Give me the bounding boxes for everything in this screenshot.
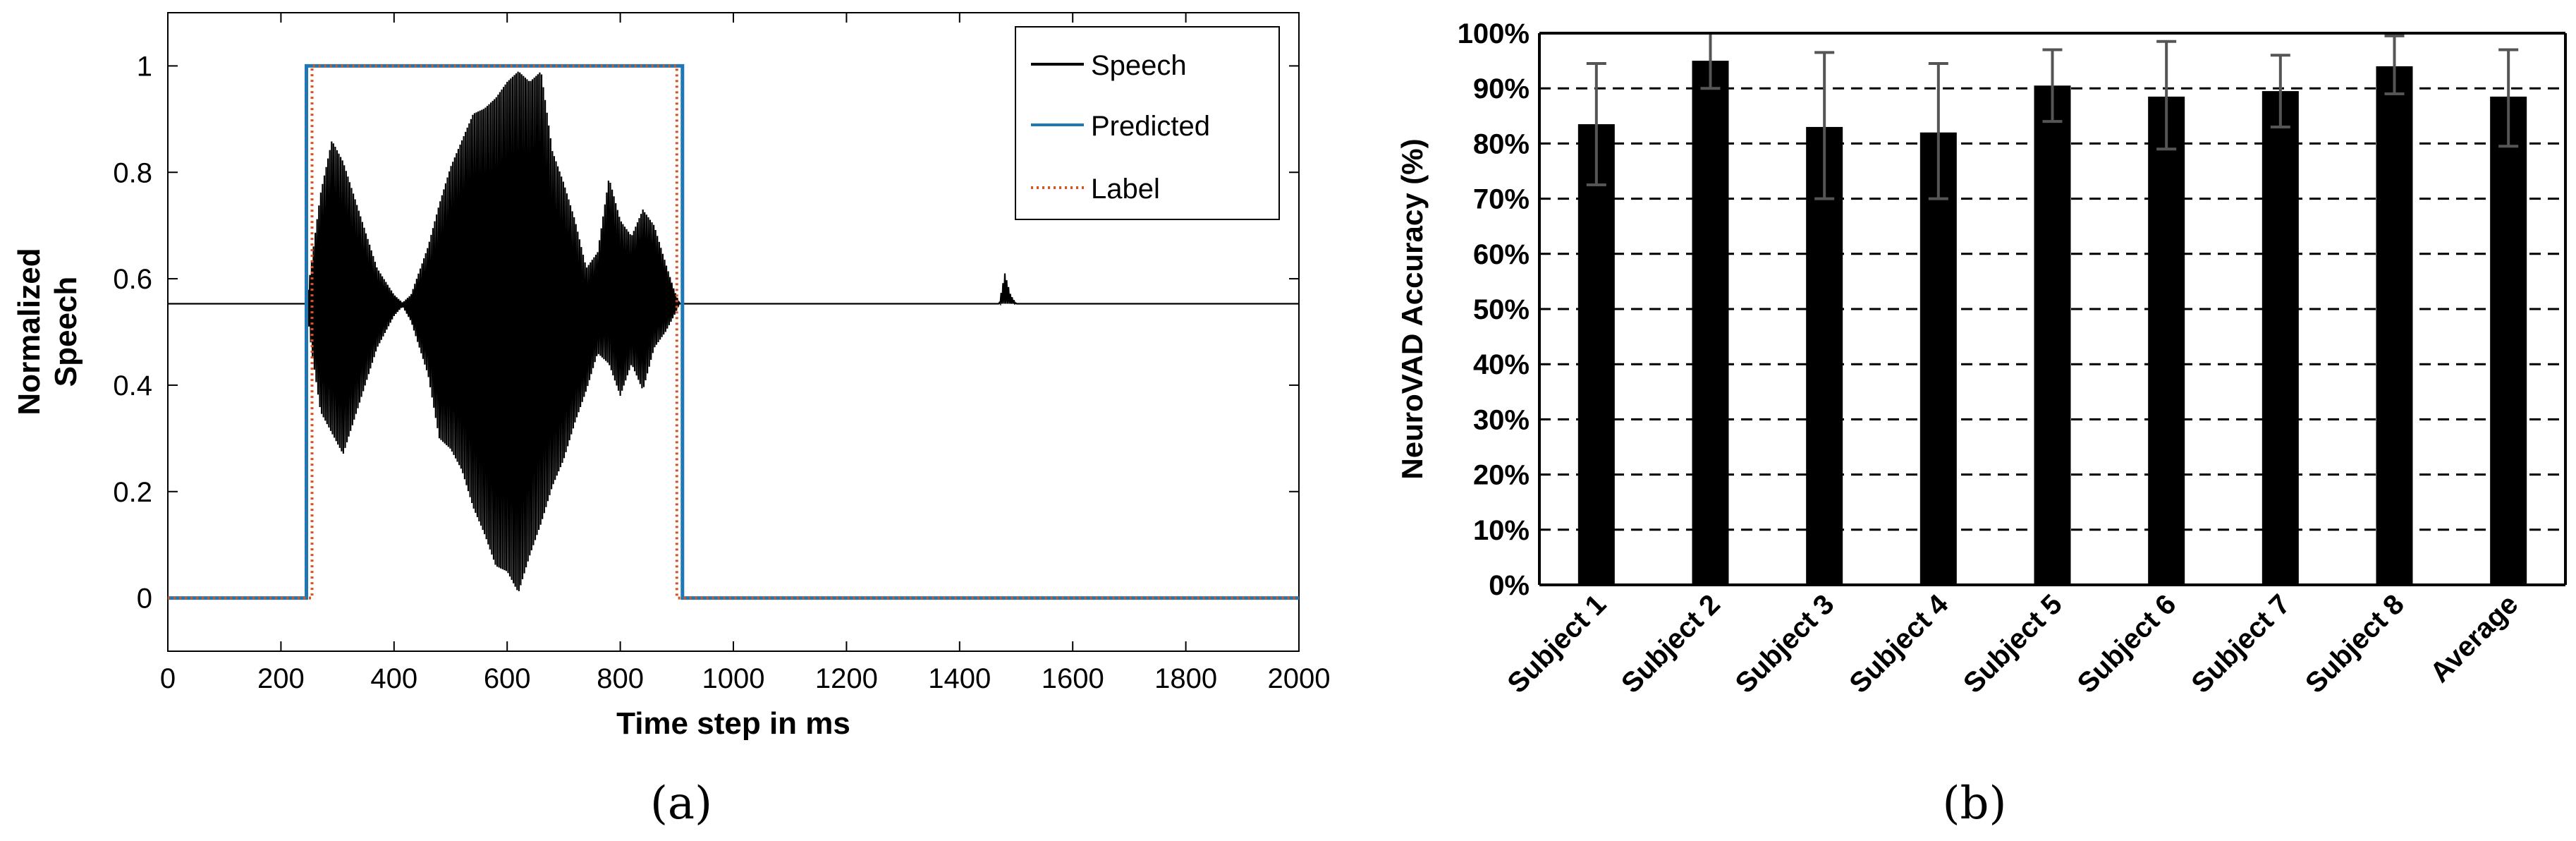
bar (2148, 96, 2185, 585)
y-tick-label: 30% (1473, 404, 1530, 435)
y-tick-label: 0.2 (113, 477, 152, 508)
y-axis-label-line-1: Normalized (12, 248, 47, 415)
bar (1919, 132, 1957, 585)
accuracy-bar-chart: 0% 10% 20% 30% 40% 50% 60% 70% 80% 90% 100% Subject… (1396, 18, 2567, 830)
x-tick-label: 2000 (1268, 663, 1331, 694)
y-tick-label: 20% (1473, 460, 1530, 491)
x-tick-label: 0 (160, 663, 176, 694)
bar (1692, 61, 1729, 586)
x-tick-label: Subject 5 (1958, 588, 2068, 699)
y-tick-label: 10% (1473, 515, 1530, 546)
y-tick-label: 0.8 (113, 157, 152, 188)
y-axis-label-line-2: Speech (49, 277, 83, 387)
y-tick-label: 0.6 (113, 264, 152, 295)
x-tick-label: Subject 8 (2300, 588, 2410, 699)
series-speech (168, 71, 1299, 591)
legend: Speech Predicted Label (1015, 26, 1280, 220)
plot-b-bars (1577, 32, 2527, 586)
x-tick-label: 1600 (1042, 663, 1104, 694)
plot-a-series (168, 63, 1299, 600)
x-tick-label: Average (2424, 588, 2525, 689)
bar (2490, 96, 2527, 585)
legend-label-speech: Speech (1091, 50, 1187, 81)
x-tick-label: 1800 (1154, 663, 1217, 694)
y-tick-label: 40% (1473, 349, 1530, 380)
series-label (168, 64, 1299, 600)
x-tick-label: Subject 6 (2072, 588, 2183, 699)
bar (2376, 66, 2413, 586)
panel-label-b: (b) (1943, 778, 2007, 830)
x-tick-label: Subject 7 (2185, 588, 2296, 699)
y-tick-label: 90% (1473, 73, 1530, 104)
x-tick-label: 1000 (702, 663, 765, 694)
y-tick-label: 70% (1473, 184, 1530, 215)
y-tick-label: 0% (1489, 570, 1530, 601)
y-tick-label: 60% (1473, 239, 1530, 270)
y-tick-label: 50% (1473, 294, 1530, 325)
bar (2261, 91, 2299, 586)
x-tick-label: Subject 2 (1616, 588, 1726, 699)
y-axis-label: NeuroVAD Accuracy (%) (1396, 138, 1429, 479)
legend-label-label: Label (1091, 174, 1160, 205)
speech-plot: 0 200 400 600 800 1000 1200 1400 1600 1800 2000 0 0.… (12, 12, 1330, 830)
y-tick-label: 80% (1473, 128, 1530, 159)
x-tick-label: Subject 4 (1843, 588, 1954, 699)
y-tick-label: 0.4 (113, 370, 152, 401)
legend-label-predicted: Predicted (1091, 111, 1210, 142)
x-tick-label: 800 (597, 663, 644, 694)
plot-b-labels: 0% 10% 20% 30% 40% 50% 60% 70% 80% 90% 100% Subject… (1458, 18, 2525, 699)
x-tick-label: 1400 (928, 663, 991, 694)
plot-a-ticks: 0 200 400 600 800 1000 1200 1400 1600 1800 2000 0 0.… (113, 13, 1330, 694)
y-tick-label: 100% (1458, 18, 1530, 49)
y-tick-label: 0 (137, 583, 152, 615)
x-tick-label: 1200 (815, 663, 878, 694)
bar (1806, 126, 1843, 585)
x-tick-label: 200 (257, 663, 305, 694)
x-tick-label: 400 (370, 663, 417, 694)
bar (2034, 85, 2071, 586)
x-tick-label: 600 (484, 663, 531, 694)
x-axis-label: Time step in ms (616, 706, 850, 741)
x-tick-label: Subject 1 (1501, 588, 1612, 699)
y-tick-label: 1 (137, 51, 152, 82)
x-tick-label: Subject 3 (1730, 588, 1841, 699)
bar (1577, 124, 1615, 585)
panel-label-a: (a) (650, 778, 712, 830)
